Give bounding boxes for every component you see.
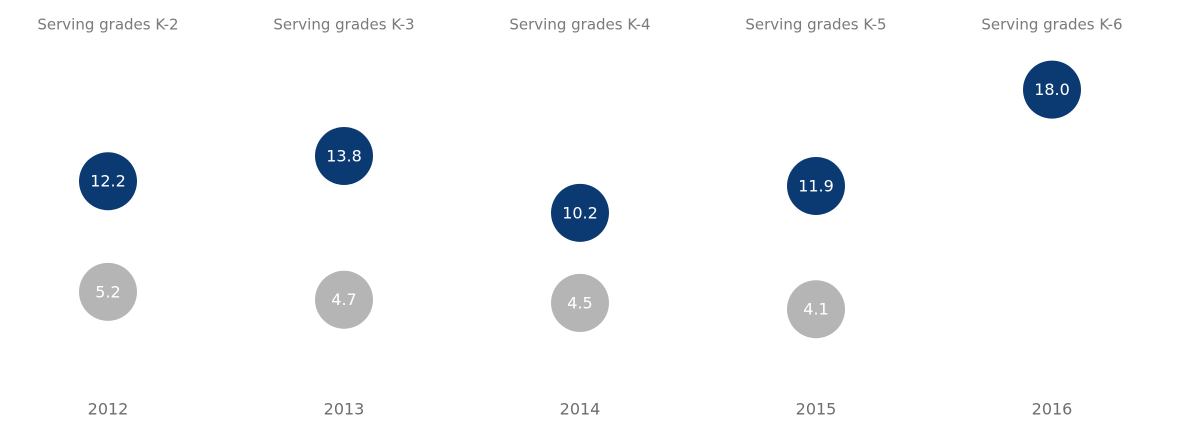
column-header: Serving grades K-3 xyxy=(273,16,414,34)
dot xyxy=(79,152,137,211)
x-tick-label: 2014 xyxy=(560,400,601,419)
dot xyxy=(315,126,373,185)
data-label: 5.2 xyxy=(95,282,120,301)
dot xyxy=(315,270,373,329)
data-label: 4.1 xyxy=(803,300,828,319)
data-label: 13.8 xyxy=(326,146,362,165)
x-tick-label: 2013 xyxy=(324,400,365,419)
data-label: 12.2 xyxy=(90,172,126,191)
data-label: 4.5 xyxy=(567,293,592,312)
x-tick-label: 2012 xyxy=(88,400,129,419)
x-tick-label: 2015 xyxy=(796,400,837,419)
data-label: 4.7 xyxy=(331,290,356,309)
data-label: 11.9 xyxy=(798,176,834,195)
x-tick-label: 2016 xyxy=(1032,400,1073,419)
dot xyxy=(1023,60,1081,119)
dot xyxy=(551,273,609,332)
column-header: Serving grades K-6 xyxy=(981,16,1122,34)
dot xyxy=(551,183,609,242)
dot xyxy=(787,156,845,215)
dot xyxy=(787,280,845,339)
column-header: Serving grades K-4 xyxy=(509,16,650,34)
data-label: 18.0 xyxy=(1034,80,1070,99)
column-header: Serving grades K-5 xyxy=(745,16,886,34)
column-header: Serving grades K-2 xyxy=(37,16,178,34)
dot xyxy=(79,262,137,321)
data-label: 10.2 xyxy=(562,203,598,222)
